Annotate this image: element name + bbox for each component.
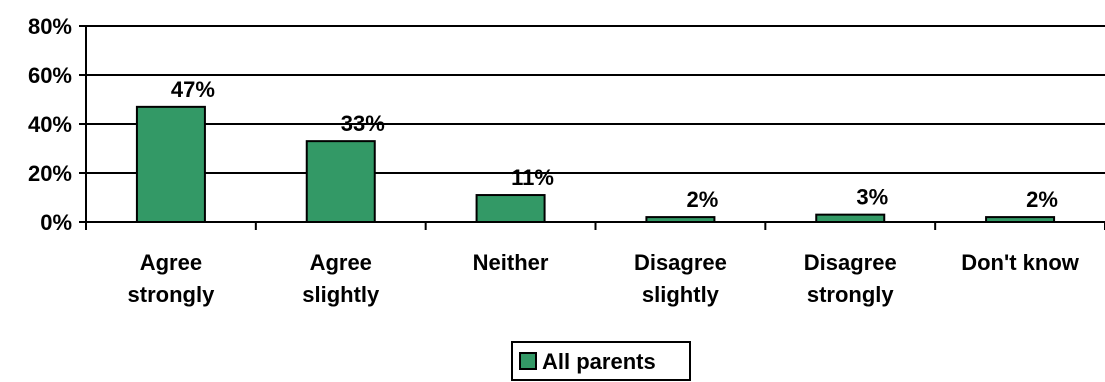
data-label: 3% [856, 185, 888, 210]
x-category-label: Disagree [634, 250, 727, 275]
legend-box [511, 341, 691, 381]
bar [475, 194, 546, 224]
y-tick-label: 20% [28, 161, 72, 186]
y-tick-label: 80% [28, 14, 72, 39]
labels: 0% 20% 40% 60% 80% 47% Agree strongly 33% Agree sl… [28, 14, 1080, 307]
x-category-label: strongly [807, 282, 895, 307]
x-category-label: Disagree [804, 250, 897, 275]
data-label: 2% [687, 187, 719, 212]
bar [305, 140, 376, 223]
y-tick-label: 60% [28, 63, 72, 88]
x-category-label: Don't know [961, 250, 1080, 275]
bar [135, 105, 206, 223]
data-label: 47% [171, 77, 215, 102]
x-category-label: Agree [310, 250, 372, 275]
axes [79, 25, 1105, 230]
data-label: 2% [1026, 187, 1058, 212]
legend-label: All parents [542, 349, 656, 374]
data-label: 11% [511, 165, 554, 190]
bar [815, 213, 886, 223]
y-tick-label: 40% [28, 112, 72, 137]
gridlines [86, 25, 1105, 174]
data-label: 33% [341, 111, 385, 136]
legend-swatch [519, 352, 537, 370]
x-category-label: Agree [140, 250, 202, 275]
y-tick-label: 0% [40, 210, 72, 235]
x-category-label: Neither [473, 250, 549, 275]
x-category-label: strongly [128, 282, 216, 307]
x-category-label: slightly [642, 282, 720, 307]
legend: All parents [511, 341, 691, 381]
x-category-label: slightly [302, 282, 380, 307]
